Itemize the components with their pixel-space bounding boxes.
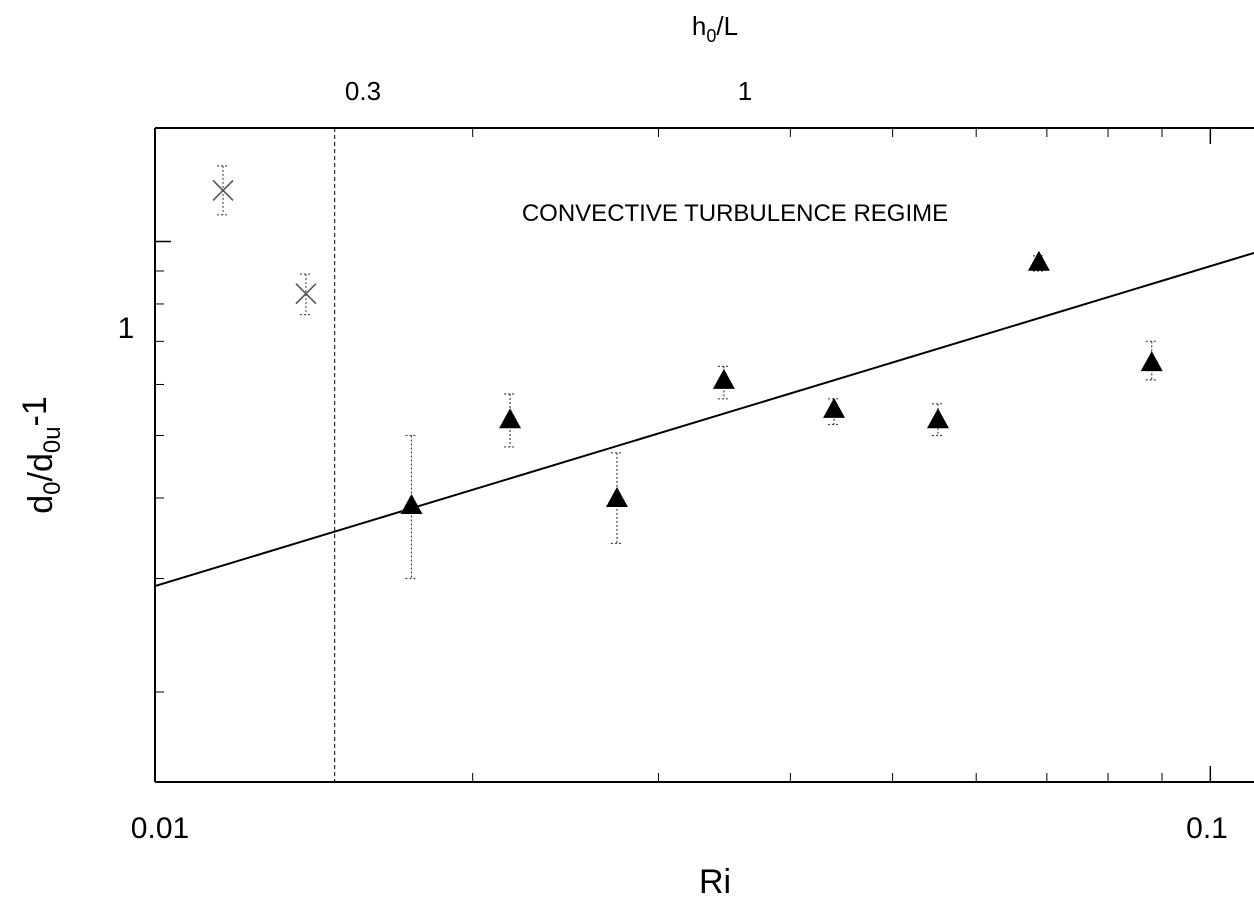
x-axis-label: Ri	[699, 863, 731, 901]
triangle-series	[400, 250, 1163, 580]
triangle-point-2	[605, 486, 628, 507]
top-axis-label-h: h	[692, 11, 706, 41]
top-axis-label-h-sub: 0	[706, 26, 716, 46]
triangle-point-3	[712, 368, 735, 389]
y-axis-label-minus-one: -1	[16, 396, 54, 426]
triangle-point-0	[400, 494, 423, 515]
cross-point-1	[295, 283, 317, 305]
top-axis-label-l: /L	[716, 11, 738, 41]
axis-ticks	[154, 128, 1212, 782]
y-axis-label-d-sub: 0	[39, 482, 66, 495]
y-tick-label-0: 1	[118, 312, 135, 345]
triangle-point-7	[1140, 351, 1163, 372]
cross-point-1-stroke-b	[295, 283, 317, 305]
fit-line	[155, 251, 1254, 588]
x-tick-label-1: 0.1	[1186, 812, 1228, 845]
cross-point-0	[212, 179, 234, 202]
triangle-point-4	[823, 397, 846, 418]
x-tick-label-0: 0.01	[131, 812, 189, 845]
triangle-point-1	[499, 408, 522, 429]
y-axis-label-d: d	[22, 495, 60, 514]
triangle-point-6	[1027, 250, 1050, 271]
top-axis-label: h0/L	[692, 11, 738, 46]
y-axis-label-d0u-sub: 0u	[39, 426, 66, 453]
y-axis-label-slash: /d	[22, 453, 60, 481]
top-tick-label-1: 1	[738, 76, 752, 106]
triangle-point-5	[926, 408, 949, 429]
regime-annotation: CONVECTIVE TURBULENCE REGIME	[522, 200, 948, 227]
y-axis-label: d0/d0u-1	[16, 396, 66, 514]
top-tick-label-0: 0.3	[345, 76, 381, 106]
cross-point-0-stroke-b	[212, 179, 234, 202]
cross-series	[212, 165, 317, 316]
